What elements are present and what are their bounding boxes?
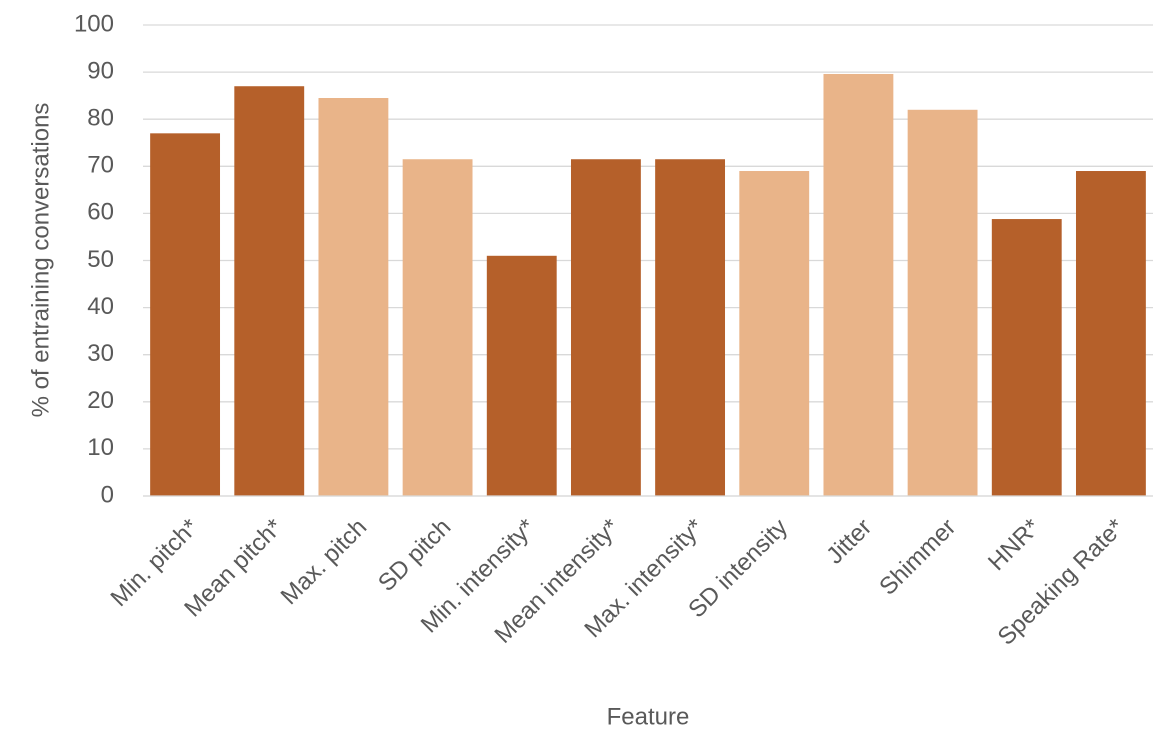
bar <box>1075 171 1146 496</box>
bar <box>486 255 557 496</box>
y-tick-label: 10 <box>87 434 114 461</box>
x-tick-label: Shimmer <box>874 514 961 601</box>
y-tick-label: 90 <box>87 57 114 84</box>
bar <box>739 171 810 496</box>
y-tick-label: 70 <box>87 152 114 179</box>
y-tick-label: 60 <box>87 199 114 226</box>
y-tick-label: 20 <box>87 387 114 414</box>
bar <box>402 159 473 497</box>
bar <box>570 159 641 497</box>
x-tick-label: Max. pitch <box>276 514 372 610</box>
x-tick-label: HNR* <box>983 514 1045 576</box>
bar <box>655 159 726 497</box>
bar <box>150 133 221 496</box>
y-axis-title: % of entraining conversations <box>27 103 54 418</box>
x-axis-title: Feature <box>607 703 690 730</box>
bar <box>991 219 1062 496</box>
y-tick-label: 40 <box>87 293 114 320</box>
y-tick-label: 0 <box>101 481 114 508</box>
bar <box>823 73 894 496</box>
y-tick-label: 80 <box>87 105 114 132</box>
bar <box>234 86 305 496</box>
y-tick-label: 100 <box>74 10 114 37</box>
y-tick-label: 30 <box>87 340 114 367</box>
y-tick-label: 50 <box>87 246 114 273</box>
x-tick-label: SD pitch <box>373 514 456 597</box>
bar <box>318 98 389 496</box>
x-tick-label: Jitter <box>821 514 877 570</box>
bar <box>907 109 978 496</box>
